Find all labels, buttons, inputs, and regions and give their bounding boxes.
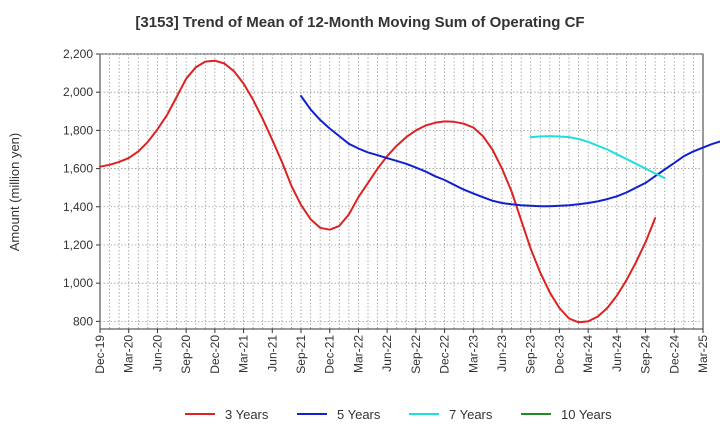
x-tick-label: Mar-20 [122,335,136,373]
x-tick-label: Sep-22 [409,335,423,374]
x-tick-label: Mar-24 [581,335,595,373]
grid-layer [99,53,704,330]
y-axis-label: Amount (million yen) [7,133,22,252]
y-tick-label: 800 [73,314,93,328]
y-tick-label: 2,200 [63,47,93,61]
y-tick-label: 1,200 [63,238,93,252]
x-tick-label: Dec-23 [552,335,566,374]
x-tick-label: Sep-24 [639,335,653,374]
x-tick-label: Mar-21 [237,335,251,373]
y-tick-label: 1,600 [63,162,93,176]
x-tick-label: Mar-25 [696,335,710,373]
x-tick-label: Sep-21 [294,335,308,374]
x-tick-label: Jun-20 [150,335,164,372]
x-tick-label: Sep-23 [524,335,538,374]
legend-label-5-years: 5 Years [337,407,381,422]
x-tick-label: Dec-21 [323,335,337,374]
x-tick-label: Dec-19 [93,335,107,374]
y-tick-label: 1,000 [63,276,93,290]
legend-label-10-years: 10 Years [561,407,612,422]
x-tick-label: Dec-24 [667,335,681,374]
plot-frame [99,53,704,330]
x-tick-label: Dec-20 [208,335,222,374]
x-tick-label: Jun-21 [265,335,279,372]
x-tick-label: Mar-22 [351,335,365,373]
x-tick-label: Mar-23 [466,335,480,373]
series-line-5-years [300,95,720,208]
y-tick-label: 1,400 [63,200,93,214]
series-layer [99,59,720,324]
series-line-7-years [529,135,666,180]
series-line-3-years [99,59,657,324]
x-tick-label: Dec-22 [438,335,452,374]
y-tick-label: 2,000 [63,85,93,99]
x-tick-label: Jun-23 [495,335,509,372]
axis-layer: 800 1,000 1,200 1,400 1,600 1,800 2,000 2,200 De… [63,47,710,374]
x-tick-label: Sep-20 [179,335,193,374]
y-tick-label: 1,800 [63,123,93,137]
x-tick-label: Jun-22 [380,335,394,372]
legend: 3 Years 5 Years 7 Years 10 Years [185,407,612,422]
legend-label-3-years: 3 Years [225,407,269,422]
x-tick-label: Jun-24 [610,335,624,372]
chart-title: [3153] Trend of Mean of 12-Month Moving … [135,14,584,31]
legend-label-7-years: 7 Years [449,407,493,422]
